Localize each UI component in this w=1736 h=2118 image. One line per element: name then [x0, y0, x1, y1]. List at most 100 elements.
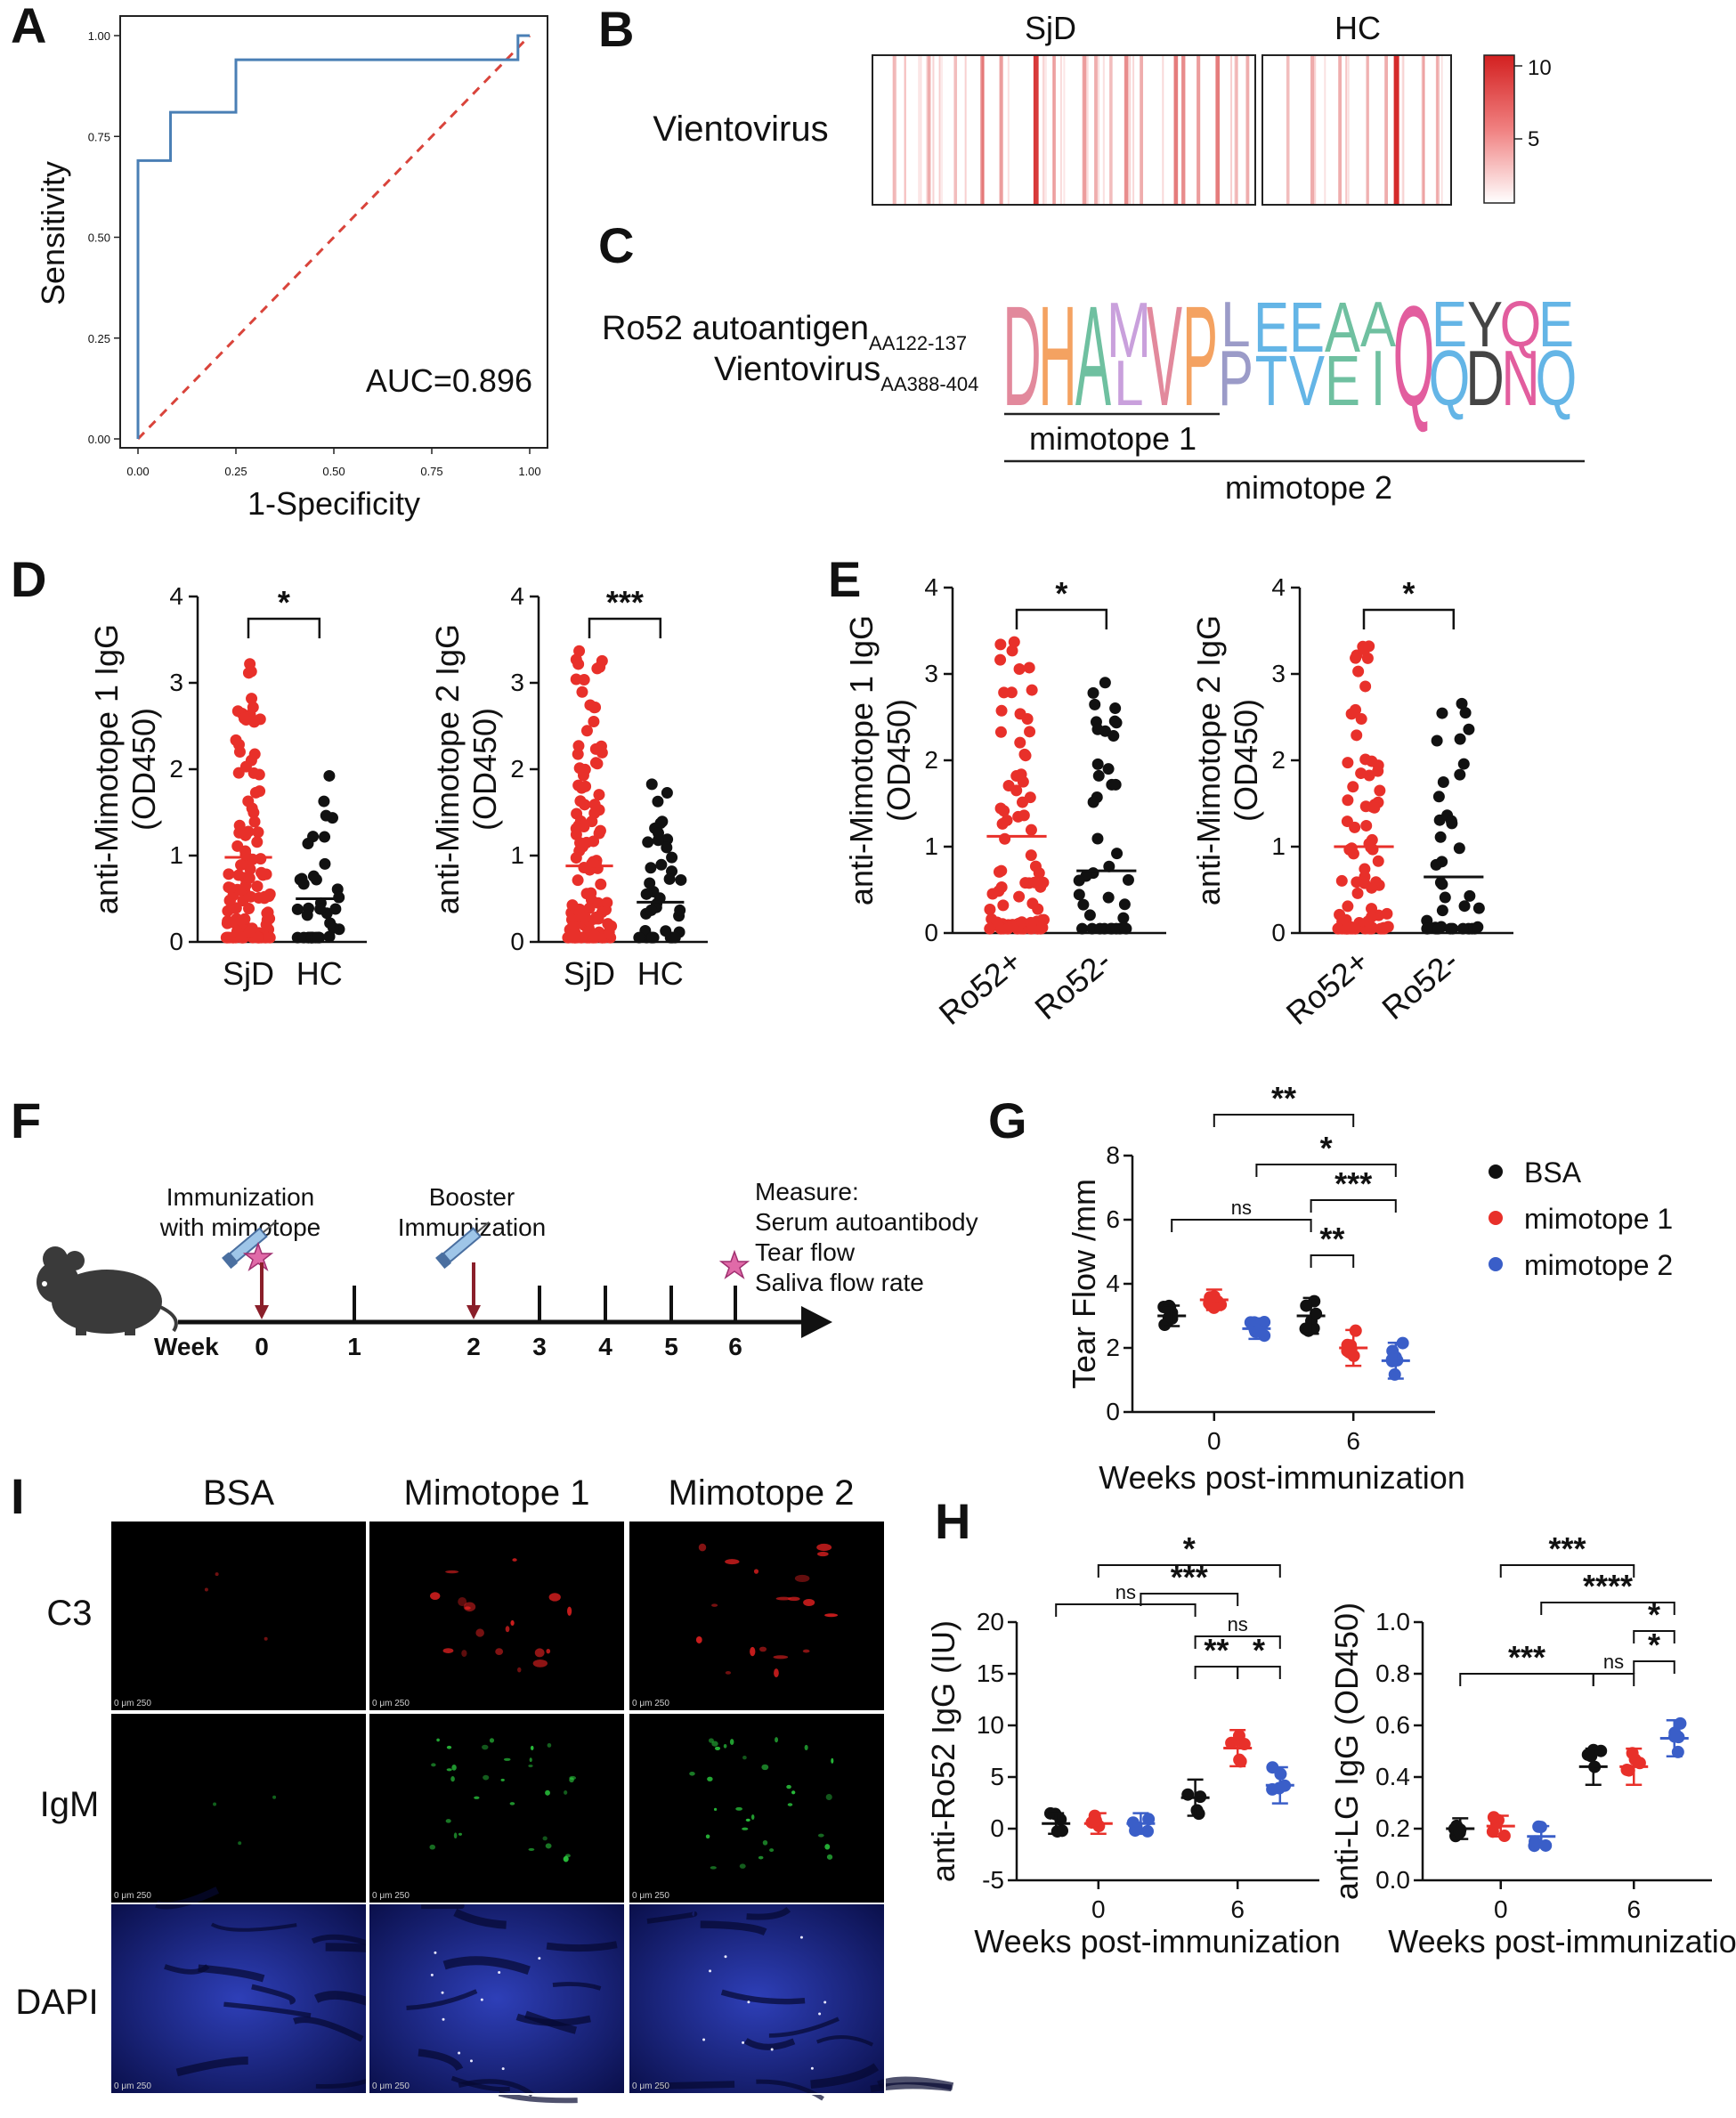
x-category-label: Ro52+	[932, 943, 1028, 1032]
data-point	[644, 877, 656, 889]
x-tick-label: 0	[1207, 1427, 1221, 1455]
micro-signal	[747, 2000, 750, 2004]
micro-signal	[442, 2017, 445, 2021]
data-point	[583, 902, 596, 914]
micro-signal	[564, 1790, 568, 1795]
data-point	[1350, 652, 1362, 664]
micro-signal	[446, 1745, 452, 1749]
data-point	[222, 905, 234, 917]
x-category-label: HC	[637, 955, 684, 992]
y-tick-label: 8	[1106, 1141, 1120, 1169]
sig-label: ns	[1603, 1651, 1624, 1673]
micro-signal	[831, 1757, 834, 1764]
data-point	[1456, 697, 1468, 710]
sig-label: ***	[1334, 1165, 1372, 1202]
data-point	[586, 816, 598, 828]
data-point	[247, 767, 260, 779]
micro-texture	[700, 1920, 767, 1936]
heat-cell	[1367, 56, 1369, 204]
data-point	[1345, 842, 1358, 855]
micro-signal	[534, 1648, 545, 1658]
data-point	[1355, 713, 1367, 726]
heat-colorbar-tick-10: 10	[1528, 56, 1552, 80]
data-point	[235, 914, 247, 927]
chart-E1: 0 1 2 3 4 Ro52+ Ro52- * anti-Mimotope 1 IgG (OD45…	[843, 573, 1166, 1032]
micro-tile	[629, 1713, 885, 1903]
heat-cell	[932, 56, 935, 204]
micro-texture	[515, 2013, 591, 2026]
micro-tile	[369, 1521, 625, 1711]
panel-label-A: A	[11, 0, 46, 53]
data-point	[652, 827, 664, 840]
chart-D2: 0 1 2 3 4 SjD HC *** anti-Mimotope 2 IgG (OD450)	[429, 582, 708, 992]
data-point	[1034, 880, 1047, 893]
data-point	[1141, 1824, 1155, 1838]
data-point	[243, 926, 256, 938]
heat-cell	[1042, 56, 1045, 204]
data-point	[642, 836, 654, 848]
micro-signal	[818, 2012, 822, 2016]
data-point	[1366, 881, 1378, 894]
y-tick-label: 2	[510, 755, 524, 783]
heat-cell	[941, 56, 944, 204]
sig-label: *	[1648, 1627, 1660, 1663]
data-point	[1083, 909, 1096, 921]
micro-signal	[799, 1935, 803, 1939]
data-point	[1454, 768, 1466, 781]
roc-xtick-label: 1.00	[518, 465, 540, 478]
data-point	[1005, 686, 1018, 699]
y-tick-label: 1	[1271, 832, 1286, 860]
micro-signal	[429, 1844, 436, 1850]
micro-signal	[826, 1854, 833, 1860]
data-point	[645, 778, 658, 791]
micro-tile-border	[368, 1520, 626, 1712]
micro-signal	[445, 1819, 451, 1823]
heat-cell	[1129, 56, 1132, 204]
logo-letter: P	[1218, 335, 1253, 422]
x-axis-label: Weeks post-immunization	[1099, 1459, 1465, 1496]
heatmap-panel: Vientovirus SjD HC 10 5	[653, 10, 1552, 206]
sig-bracket	[1194, 1635, 1281, 1649]
micro-signal	[458, 2051, 461, 2055]
data-point	[1018, 748, 1031, 760]
micro-texture	[815, 2035, 874, 2047]
sig-bracket	[1362, 608, 1456, 629]
data-point	[592, 897, 604, 909]
micro-signal	[469, 2059, 473, 2063]
heat-cell	[1230, 56, 1233, 204]
heat-cell	[1245, 56, 1250, 204]
micro-col-m2: Mimotope 2	[669, 1473, 855, 1513]
heat-cell	[1393, 56, 1399, 204]
data-point	[1300, 1299, 1313, 1312]
data-point	[633, 931, 645, 944]
micro-signal	[434, 1951, 437, 1954]
sequence-logo-panel: Ro52 autoantigenAA122-137 VientovirusAA3…	[602, 277, 1585, 506]
data-point	[1472, 902, 1485, 914]
x-axis-label: Weeks post-immunization	[1388, 1923, 1736, 1960]
data-point	[1351, 876, 1363, 889]
heat-cell	[964, 56, 967, 204]
data-point	[994, 638, 1007, 651]
data-point	[1025, 849, 1037, 862]
y-tick-label: 4	[924, 573, 938, 601]
micro-signal	[569, 1775, 577, 1781]
data-point	[999, 832, 1011, 845]
data-point	[1453, 842, 1465, 855]
y-axis-label: anti-Mimotope 1 IgG	[88, 624, 125, 914]
data-point	[1368, 801, 1381, 814]
data-point	[254, 785, 266, 798]
y-tick-label: 3	[924, 660, 938, 687]
micro-signal	[474, 1796, 480, 1799]
heat-colorbar-tick-5: 5	[1528, 127, 1539, 151]
micro-signal	[215, 1572, 219, 1577]
data-point	[1091, 832, 1104, 845]
heat-cell	[1044, 56, 1047, 204]
data-point	[1347, 781, 1359, 793]
data-point	[1342, 757, 1354, 769]
heat-cell	[925, 56, 928, 204]
heat-row-label: Vientovirus	[653, 110, 828, 149]
booster-label-1: Booster	[429, 1183, 515, 1211]
